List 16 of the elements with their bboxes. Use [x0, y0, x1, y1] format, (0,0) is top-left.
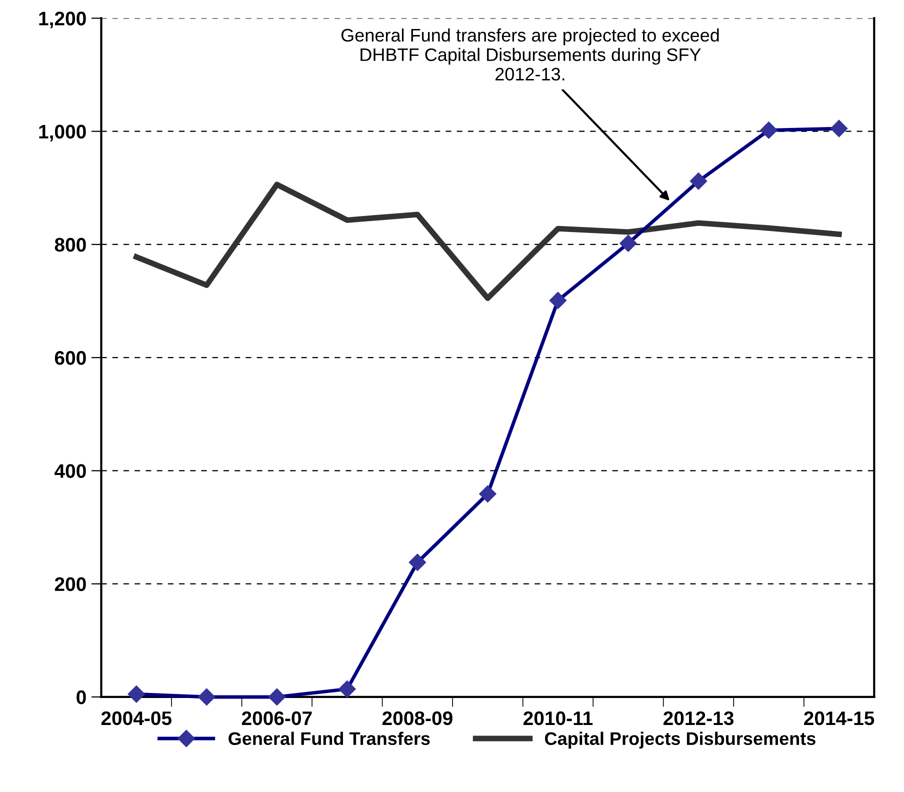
- annotation: General Fund transfers are projected to exceed DHBTF Capital Disbursements during SFY 2012-13.: [341, 28, 719, 81]
- y-tick-label: 0: [76, 690, 86, 704]
- x-tick-label: 2010-11: [524, 711, 593, 726]
- legend-label: General Fund Transfers: [228, 732, 430, 746]
- y-tick-label: 1,000: [39, 124, 86, 142]
- y-tick-label: 600: [54, 351, 86, 365]
- x-tick-label: 2012-13: [664, 711, 734, 726]
- y-tick-label: 1,200: [39, 12, 86, 28]
- y-tick-label: 400: [54, 464, 86, 478]
- y-tick-label: 800: [54, 238, 86, 252]
- y-tick-label: 200: [54, 577, 86, 592]
- legend-label: Capital Projects Disbursements: [545, 732, 816, 749]
- x-tick-label: 2004-05: [101, 711, 172, 726]
- x-tick-label: 2008-09: [382, 711, 452, 726]
- x-tick-label: 2014-15: [804, 711, 874, 726]
- x-tick-label: 2006-07: [242, 711, 312, 726]
